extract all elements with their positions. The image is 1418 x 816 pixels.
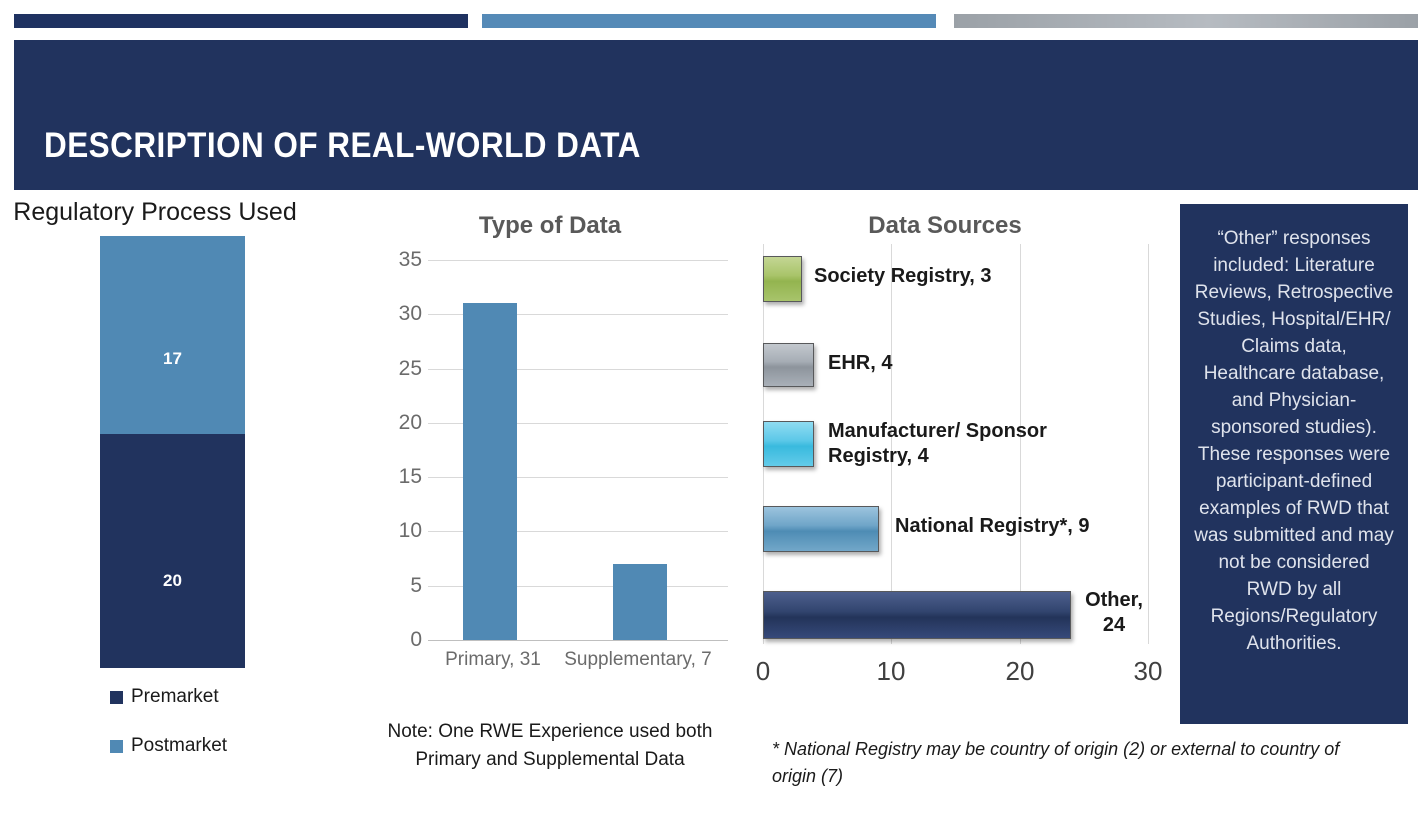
axis-baseline [428,640,728,641]
top-accent-bars [0,14,1418,28]
ytick-20: 20 [398,411,422,434]
plot-area-data-sources: Society Registry, 3 EHR, 4 Manufacturer/… [740,244,1180,684]
bar-label-national-registry: National Registry*, 9 [895,515,1090,537]
legend-label-premarket: Premarket [131,686,219,707]
accent-bar-blue [482,14,936,28]
bar-other [763,591,1071,639]
chart-title-data-sources: Data Sources [868,212,1022,239]
stacked-segment-postmarket-value: 17 [163,349,182,368]
bar-ehr [763,343,814,387]
accent-bar-dark [14,14,468,28]
gridline-20 [428,423,728,424]
vgridline-10 [891,244,892,644]
chart-legend-regulatory: Premarket Postmarket [110,686,227,784]
gridline-15 [428,477,728,478]
stacked-segment-premarket: 20 [100,434,245,668]
ytick-0: 0 [410,628,422,651]
gridline-10 [428,531,728,532]
legend-swatch-premarket [110,690,123,704]
xtick-20: 20 [1005,656,1035,686]
chart-data-sources: Data Sources Society Registry, 3 EHR, 4 … [740,198,1340,808]
other-responses-box: “Other” responses included: Literature R… [1180,204,1408,724]
accent-bar-gray [954,14,1418,28]
legend-swatch-postmarket [110,739,123,753]
gridline-35 [428,260,728,261]
xtick-30: 30 [1133,656,1163,686]
page-title: DESCRIPTION OF REAL-WORLD DATA [44,126,641,165]
stacked-bar: 17 20 [100,236,245,668]
plot-area-type-of-data: 35 30 25 20 15 10 5 0 [398,248,728,651]
bar-manufacturer-sponsor-registry [763,421,814,467]
bar-label-society-registry: Society Registry, 3 [814,265,992,287]
category-label-supplementary: Supplementary, 7 [564,649,712,670]
chart-type-of-data: Type of Data 35 30 25 20 15 10 5 0 Prima… [360,198,740,808]
chart-regulatory-process: Regulatory Process Used 17 20 Premarket … [0,198,340,798]
ytick-30: 30 [398,302,422,325]
xtick-10: 10 [876,656,906,686]
bar-label-manufacturer-sponsor-registry: Manufacturer/ Sponsor Registry, 4 [828,420,1047,467]
category-label-primary: Primary, 31 [445,649,541,670]
legend-item-premarket: Premarket [110,686,227,708]
x-axis-data-sources: 0 10 20 30 [740,656,1180,696]
legend-label-postmarket: Postmarket [131,735,228,756]
footnote-data-sources: * National Registry may be country of or… [772,739,1340,786]
legend-item-postmarket: Postmarket [110,735,227,757]
other-responses-text: “Other” responses included: Literature R… [1194,228,1394,654]
ytick-25: 25 [398,357,422,380]
title-banner: DESCRIPTION OF REAL-WORLD DATA [14,40,1418,190]
category-labels-type-of-data: Primary, 31 Supplementary, 7 [398,648,728,704]
xtick-0: 0 [755,656,771,686]
bar-national-registry [763,506,879,552]
bar-label-other: Other, 24 [1085,589,1143,636]
vgridline-20 [1020,244,1021,644]
bar-supplementary [613,564,667,640]
gridline-30 [428,314,728,315]
bar-label-ehr: EHR, 4 [828,352,893,374]
note-type-of-data: Note: One RWE Experience used both Prima… [387,721,713,770]
vgridline-30 [1148,244,1149,644]
ytick-10: 10 [398,519,422,542]
stacked-segment-premarket-value: 20 [163,571,182,590]
ytick-5: 5 [410,574,422,597]
ytick-35: 35 [398,248,422,271]
bar-primary [463,303,517,640]
stacked-segment-postmarket: 17 [100,236,245,434]
chart-title-type-of-data: Type of Data [478,212,622,239]
bar-society-registry [763,256,802,302]
ytick-15: 15 [398,465,422,488]
gridline-5 [428,586,728,587]
chart-title-regulatory: Regulatory Process Used [13,198,297,226]
gridline-25 [428,369,728,370]
